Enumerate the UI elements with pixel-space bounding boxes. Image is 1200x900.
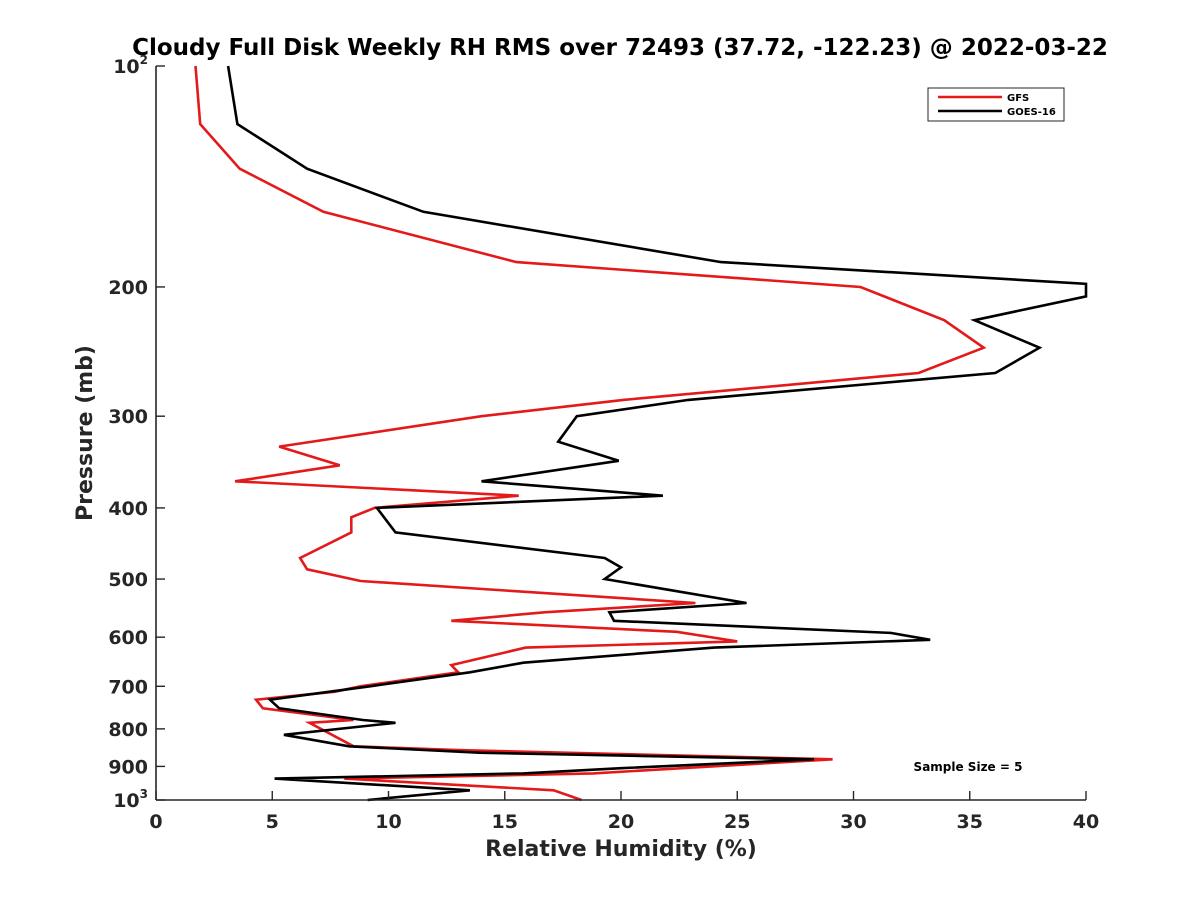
y-tick-label: 800 — [108, 719, 148, 741]
x-tick-label: 25 — [724, 811, 750, 833]
y-tick-label: 900 — [108, 756, 148, 778]
x-tick-label: 10 — [375, 811, 401, 833]
series-line-gfs — [194, 65, 987, 802]
y-tick-label: 102 — [113, 53, 148, 78]
x-tick-label: 0 — [149, 811, 162, 833]
y-axis-label: Pressure (mb) — [73, 345, 98, 521]
y-tick-label: 500 — [108, 569, 148, 591]
y-tick-label: 400 — [108, 498, 148, 520]
x-tick-label: 35 — [957, 811, 983, 833]
x-ticks: 0 5 10 15 20 25 30 35 40 — [149, 791, 1099, 833]
y-tick-label: 600 — [108, 627, 148, 649]
y-tick-label: 200 — [108, 277, 148, 299]
x-tick-label: 30 — [840, 811, 866, 833]
x-axis-label: Relative Humidity (%) — [485, 837, 757, 862]
chart-title: Cloudy Full Disk Weekly RH RMS over 7249… — [132, 35, 1108, 61]
x-tick-label: 5 — [266, 811, 279, 833]
y-tick-label: 103 — [113, 787, 148, 812]
legend-label-goes-16: GOES-16 — [1007, 107, 1056, 118]
legend: GFS GOES-16 — [927, 87, 1065, 122]
sample-size-annotation: Sample Size = 5 — [914, 760, 1023, 774]
legend-label-gfs: GFS — [1007, 93, 1029, 104]
x-tick-label: 20 — [608, 811, 634, 833]
y-ticks: 102 200 300 400 500 600 700 800 900 103 — [108, 53, 165, 812]
series-layer — [194, 65, 1088, 802]
y-tick-label: 700 — [108, 676, 148, 698]
y-tick-label: 300 — [108, 406, 148, 428]
legend-box — [927, 87, 1065, 122]
x-tick-label: 15 — [492, 811, 518, 833]
x-tick-label: 40 — [1073, 811, 1099, 833]
series-line-goes-16 — [226, 65, 1088, 802]
